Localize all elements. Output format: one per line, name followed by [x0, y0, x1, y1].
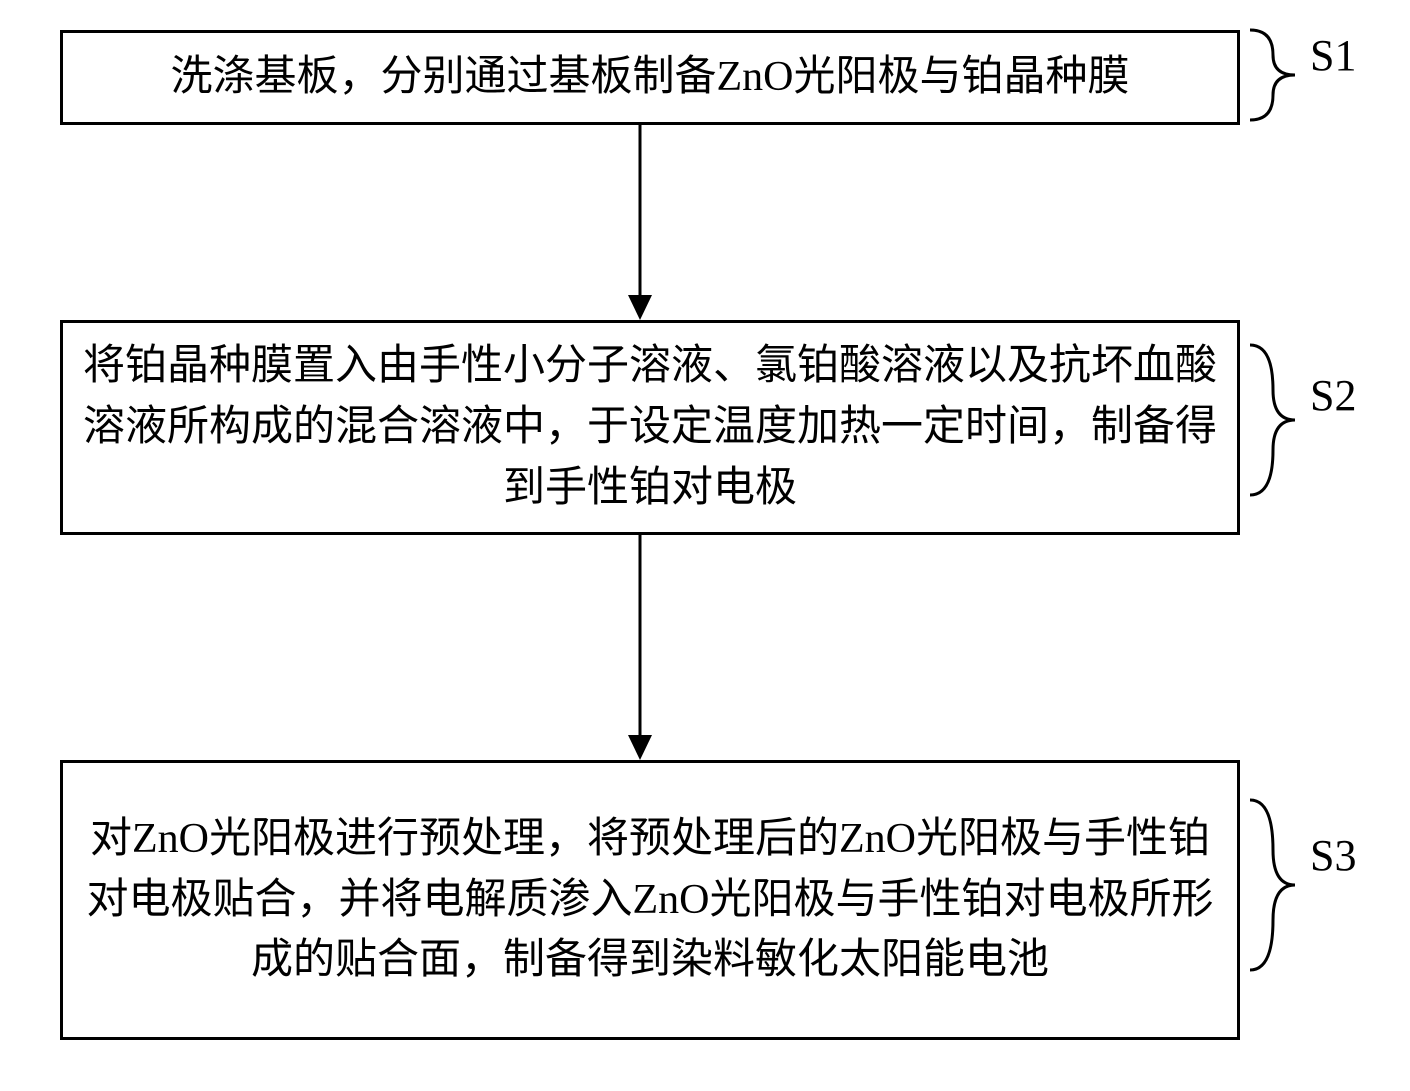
step-label-s2: S2 — [1310, 370, 1356, 421]
step-label-s3: S3 — [1310, 830, 1356, 881]
step-text-s2: 将铂晶种膜置入由手性小分子溶液、氯铂酸溶液以及抗坏血酸溶液所构成的混合溶液中，于… — [83, 336, 1217, 519]
step-box-s3: 对ZnO光阳极进行预处理，将预处理后的ZnO光阳极与手性铂对电极贴合，并将电解质… — [60, 760, 1240, 1040]
arrow-s2-s3 — [620, 535, 660, 760]
step-box-s1: 洗涤基板，分别通过基板制备ZnO光阳极与铂晶种膜 — [60, 30, 1240, 125]
step-brace-s2 — [1245, 340, 1305, 500]
step-label-s1: S1 — [1310, 30, 1356, 81]
step-text-s3: 对ZnO光阳极进行预处理，将预处理后的ZnO光阳极与手性铂对电极贴合，并将电解质… — [83, 809, 1217, 992]
step-brace-s3 — [1245, 795, 1305, 975]
step-box-s2: 将铂晶种膜置入由手性小分子溶液、氯铂酸溶液以及抗坏血酸溶液所构成的混合溶液中，于… — [60, 320, 1240, 535]
step-brace-s1 — [1245, 25, 1305, 125]
flowchart-canvas: 洗涤基板，分别通过基板制备ZnO光阳极与铂晶种膜 S1 将铂晶种膜置入由手性小分… — [0, 0, 1410, 1091]
step-text-s1: 洗涤基板，分别通过基板制备ZnO光阳极与铂晶种膜 — [171, 47, 1130, 108]
arrow-s1-s2 — [620, 125, 660, 320]
